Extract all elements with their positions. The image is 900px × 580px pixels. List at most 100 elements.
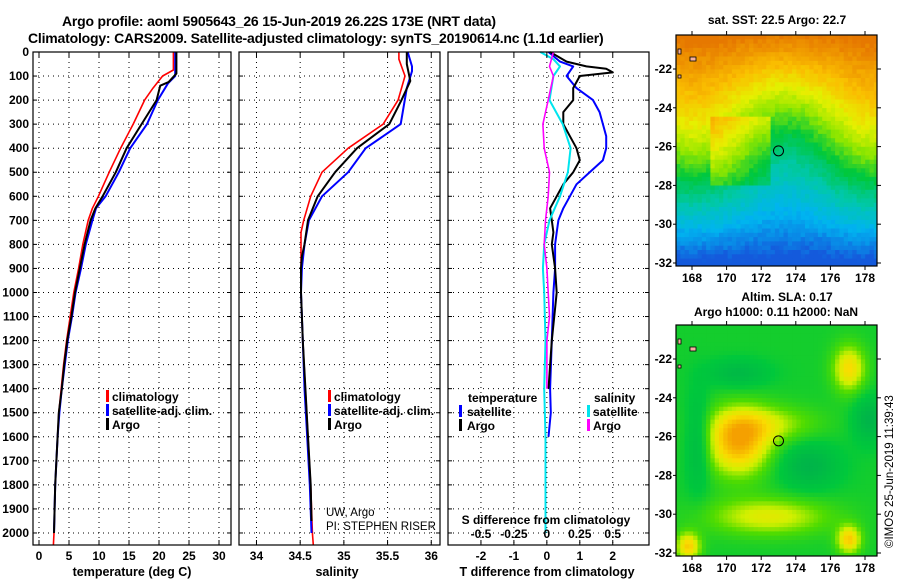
map-cell xyxy=(766,355,771,360)
map-cell xyxy=(830,509,836,515)
map-cell xyxy=(779,73,784,79)
map-cell xyxy=(693,329,698,334)
map-cell xyxy=(744,43,750,49)
salinity-plot-frame xyxy=(238,51,441,546)
map-cell xyxy=(809,432,814,438)
map-cell xyxy=(779,129,784,135)
map-cell xyxy=(848,411,853,416)
map-cell xyxy=(676,428,681,433)
map-cell xyxy=(753,423,759,429)
map-cell xyxy=(835,258,840,264)
map-cell xyxy=(817,155,823,161)
map-cell xyxy=(684,363,690,369)
map-cell xyxy=(723,372,728,377)
map-cell xyxy=(852,355,857,360)
map-cell xyxy=(873,368,877,373)
map-cell xyxy=(706,95,711,100)
map-cell xyxy=(740,262,746,266)
map-cell xyxy=(856,458,862,463)
map-cell xyxy=(710,402,716,408)
map-cell xyxy=(688,509,694,515)
map-cell xyxy=(684,449,690,455)
map-cell xyxy=(783,116,789,122)
map-cell xyxy=(727,43,733,49)
map-cell xyxy=(865,82,870,87)
map-cell xyxy=(744,462,750,468)
map-cell xyxy=(770,350,776,356)
map-cell xyxy=(779,441,784,446)
map-cell xyxy=(852,492,857,498)
map-cell xyxy=(770,484,776,489)
map-cell xyxy=(684,441,690,446)
map-cell xyxy=(873,181,877,186)
map-cell xyxy=(684,393,690,399)
map-cell xyxy=(762,458,767,463)
salinity-legend: climatology satellite-adj. clim. Argo xyxy=(328,390,434,432)
map-cell xyxy=(731,505,737,511)
map-cell xyxy=(869,125,875,130)
map-cell xyxy=(684,262,690,266)
map-cell xyxy=(731,73,737,79)
map-cell xyxy=(731,411,737,416)
map-cell xyxy=(809,108,814,113)
map-cell xyxy=(757,168,763,173)
map-cell xyxy=(835,359,840,365)
map-cell xyxy=(706,164,711,169)
map-cell xyxy=(719,112,724,118)
map-cell xyxy=(865,359,870,365)
map-cell xyxy=(830,52,836,57)
map-cell xyxy=(873,116,877,122)
map-cell xyxy=(693,90,698,96)
map-cell xyxy=(727,99,733,105)
map-cell xyxy=(680,60,685,66)
map-cell xyxy=(676,189,681,195)
map-cell xyxy=(684,56,690,62)
map-cell xyxy=(710,432,716,438)
map-cell xyxy=(873,241,877,247)
map-cell xyxy=(701,125,707,130)
map-cell xyxy=(762,219,767,225)
map-cell xyxy=(865,376,870,382)
map-cell xyxy=(817,445,823,451)
map-cell xyxy=(753,398,759,403)
map-cell xyxy=(684,462,690,468)
map-cell xyxy=(796,501,802,506)
map-cell xyxy=(757,372,763,377)
map-cell xyxy=(723,207,728,212)
map-cell xyxy=(693,484,698,489)
map-cell xyxy=(817,406,823,412)
map-cell xyxy=(744,194,750,199)
map-cell xyxy=(830,406,836,412)
map-cell xyxy=(688,462,694,468)
map-cell xyxy=(817,108,823,113)
map-cell xyxy=(869,337,875,343)
map-cell xyxy=(757,95,763,100)
map-cell xyxy=(757,159,763,165)
map-cell xyxy=(693,121,698,126)
map-cell xyxy=(753,138,759,143)
map-cell xyxy=(869,181,875,186)
map-cell xyxy=(800,155,806,161)
legend-label-satellite-adj: satellite-adj. clim. xyxy=(334,404,434,418)
map-cell xyxy=(693,164,698,169)
map-cell xyxy=(714,159,720,165)
map-cell xyxy=(843,462,849,468)
map-cell xyxy=(753,393,759,399)
map-cell xyxy=(757,368,763,373)
map-cell xyxy=(749,159,754,165)
map-cell xyxy=(792,125,797,130)
map-cell xyxy=(753,501,759,506)
map-cell xyxy=(809,458,814,463)
map-cell xyxy=(783,86,789,92)
map-cell xyxy=(817,484,823,489)
map-cell xyxy=(817,385,823,390)
map-cell xyxy=(848,458,853,463)
map-cell xyxy=(779,181,784,186)
map-cell xyxy=(792,406,797,412)
map-cell xyxy=(736,125,741,130)
map-cell xyxy=(800,224,806,229)
map-cell xyxy=(822,237,827,242)
map-cell xyxy=(869,372,875,377)
map-cell xyxy=(796,359,802,365)
map-cell xyxy=(744,492,750,498)
